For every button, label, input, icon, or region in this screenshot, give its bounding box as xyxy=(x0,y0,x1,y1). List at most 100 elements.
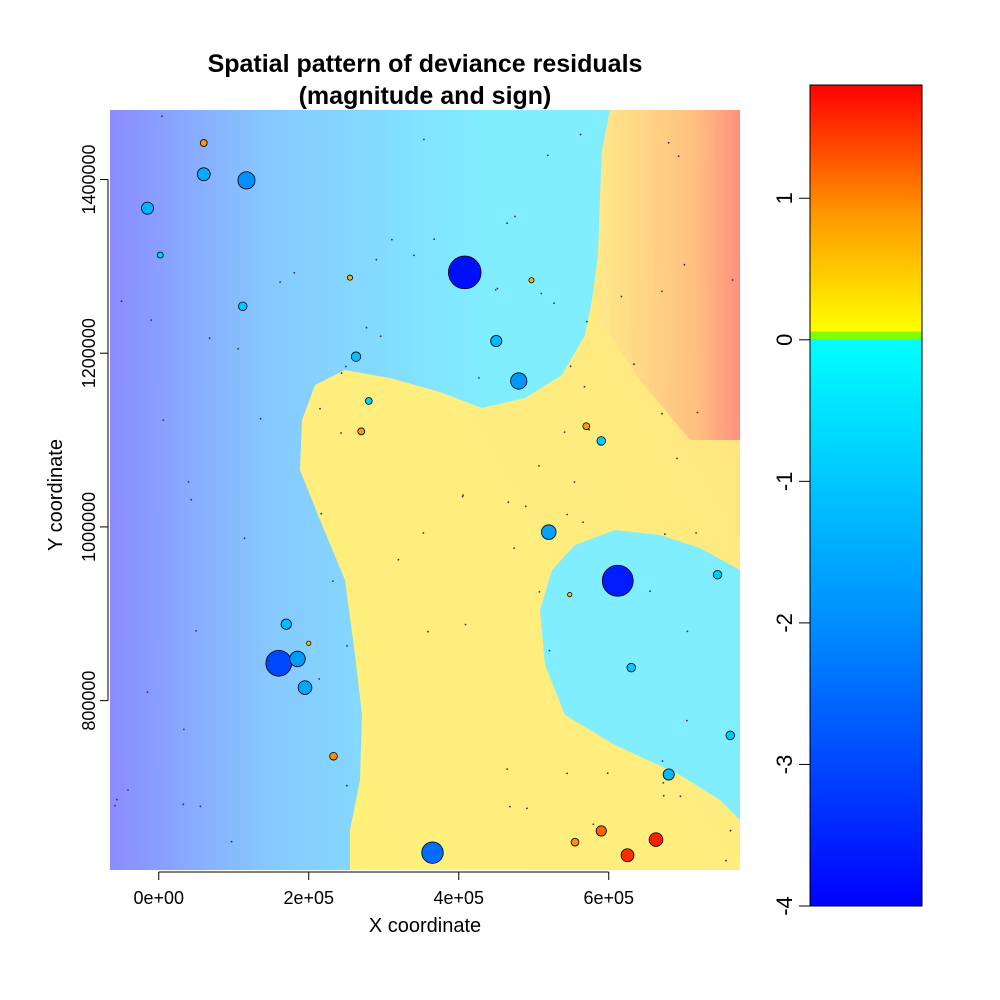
minor-site-dot xyxy=(620,295,623,298)
minor-site-dot xyxy=(569,365,572,368)
minor-site-dot xyxy=(725,859,727,862)
minor-site-dot xyxy=(464,623,467,626)
minor-site-dot xyxy=(115,798,118,801)
y-axis: 800000 1000000 1200000 1400000 xyxy=(79,144,109,731)
minor-site-dot xyxy=(563,431,566,433)
minor-site-dot xyxy=(461,495,464,498)
colorbar-tick-label: -4 xyxy=(772,896,797,916)
minor-site-dot xyxy=(731,279,734,281)
minor-site-dot xyxy=(243,537,246,540)
minor-site-dot xyxy=(662,782,665,784)
residual-surface xyxy=(110,110,740,870)
minor-site-dot xyxy=(259,417,262,420)
chart-title: Spatial pattern of deviance residuals xyxy=(208,50,643,78)
minor-site-dot xyxy=(524,505,527,508)
chart-subtitle: (magnitude and sign) xyxy=(299,82,552,110)
residual-point xyxy=(329,751,338,761)
colorbar xyxy=(809,84,923,907)
colorbar-axis: 1 0 -1 -2 -3 -4 xyxy=(772,192,810,916)
residual-point xyxy=(448,255,482,290)
residual-point xyxy=(620,848,635,863)
minor-site-dot xyxy=(379,335,382,338)
minor-site-dot xyxy=(553,302,555,305)
minor-site-dot xyxy=(318,678,321,680)
residual-point xyxy=(289,650,306,668)
residual-point xyxy=(297,680,313,695)
residual-point xyxy=(541,524,557,540)
minor-site-dot xyxy=(686,630,689,633)
minor-site-dot xyxy=(320,512,323,515)
minor-site-dot xyxy=(496,287,499,290)
residual-point xyxy=(265,649,293,677)
minor-site-dot xyxy=(583,385,586,388)
minor-site-dot xyxy=(538,465,540,467)
minor-site-dot xyxy=(683,263,686,266)
minor-site-dot xyxy=(540,292,543,295)
minor-site-dot xyxy=(427,630,429,633)
colorbar-tick-label: 1 xyxy=(772,192,797,204)
residual-point xyxy=(626,662,636,673)
residual-point xyxy=(567,592,573,598)
residual-point xyxy=(156,251,164,259)
minor-site-dot xyxy=(120,300,123,303)
minor-site-dot xyxy=(199,805,202,808)
minor-site-dot xyxy=(208,337,211,340)
minor-site-dot xyxy=(478,377,480,379)
minor-site-dot xyxy=(606,772,609,775)
minor-site-dot xyxy=(423,138,425,141)
residual-point xyxy=(596,436,606,446)
minor-site-dot xyxy=(661,290,663,293)
minor-site-dot xyxy=(579,133,582,136)
minor-site-dot xyxy=(566,772,568,775)
minor-site-dot xyxy=(237,347,240,350)
residual-point xyxy=(595,825,607,837)
residual-point xyxy=(238,301,248,311)
residual-point xyxy=(357,427,366,436)
y-axis-label: Y coordinate xyxy=(45,439,67,551)
x-tick-label: 2e+05 xyxy=(283,888,334,908)
x-tick-label: 4e+05 xyxy=(433,888,484,908)
residual-point xyxy=(237,171,256,190)
residual-point xyxy=(196,167,211,182)
minor-site-dot xyxy=(114,804,116,807)
minor-site-dot xyxy=(526,807,528,810)
minor-site-dot xyxy=(187,481,190,483)
minor-site-dot xyxy=(506,222,508,225)
minor-site-dot xyxy=(375,258,378,261)
residual-point xyxy=(648,832,664,847)
minor-site-dot xyxy=(649,590,651,593)
minor-site-dot xyxy=(667,141,670,144)
minor-site-dot xyxy=(150,319,153,321)
minor-site-dot xyxy=(661,412,663,415)
minor-site-dot xyxy=(582,521,584,523)
minor-site-dot xyxy=(344,365,347,368)
minor-site-dot xyxy=(546,154,549,157)
residual-point xyxy=(141,201,154,215)
minor-site-dot xyxy=(146,691,149,693)
x-tick-label: 6e+05 xyxy=(583,888,634,908)
residual-point xyxy=(306,640,312,646)
minor-site-dot xyxy=(268,659,270,662)
residual-point xyxy=(601,564,634,597)
minor-site-dot xyxy=(686,719,688,722)
y-tick-label: 1200000 xyxy=(79,318,99,388)
minor-site-dot xyxy=(676,457,678,460)
minor-site-dot xyxy=(279,281,281,283)
x-axis-label: X coordinate xyxy=(369,915,481,937)
minor-site-dot xyxy=(695,532,697,534)
residual-point xyxy=(350,351,362,362)
y-tick-label: 1000000 xyxy=(79,492,99,562)
residual-point xyxy=(510,372,528,390)
colorbar-tick-label: -3 xyxy=(772,755,797,775)
residual-point xyxy=(528,277,535,284)
minor-site-dot xyxy=(462,494,464,496)
minor-site-dot xyxy=(162,419,165,421)
minor-site-dot xyxy=(586,320,588,323)
minor-site-dot xyxy=(319,407,321,410)
x-tick-label: 0e+00 xyxy=(133,888,184,908)
residual-point xyxy=(570,837,580,847)
minor-site-dot xyxy=(507,501,510,504)
minor-site-dot xyxy=(182,803,185,806)
minor-site-dot xyxy=(696,411,699,414)
